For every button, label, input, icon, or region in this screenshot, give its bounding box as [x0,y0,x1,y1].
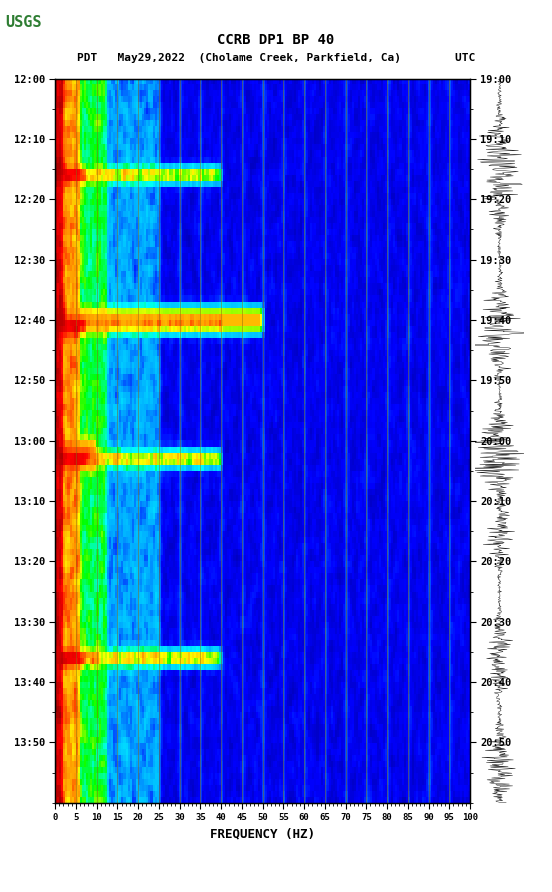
Text: PDT   May29,2022  (Cholame Creek, Parkfield, Ca)        UTC: PDT May29,2022 (Cholame Creek, Parkfield… [77,53,475,63]
X-axis label: FREQUENCY (HZ): FREQUENCY (HZ) [210,828,315,841]
Text: USGS: USGS [6,15,42,29]
Text: CCRB DP1 BP 40: CCRB DP1 BP 40 [217,33,335,47]
